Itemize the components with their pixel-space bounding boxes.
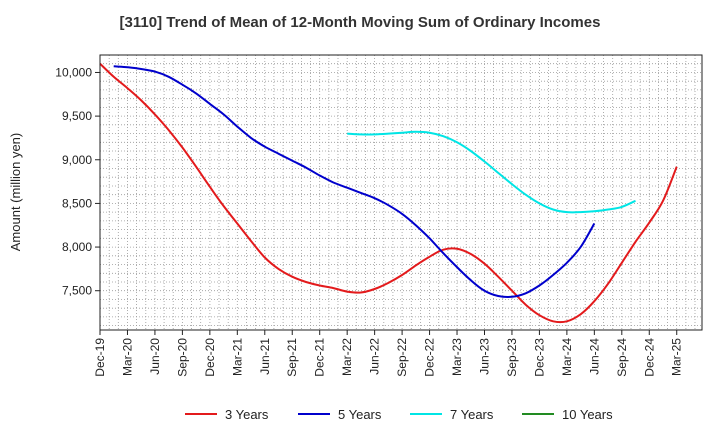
plot-frame: [99, 54, 703, 331]
x-tick-label: Jun-23: [477, 338, 491, 375]
x-tick-label: Dec-21: [313, 338, 327, 377]
x-tick-label: Mar-25: [670, 338, 684, 376]
x-tick-label: Jun-22: [368, 338, 382, 375]
legend-label: 10 Years: [562, 407, 613, 422]
x-tick-label: Dec-20: [203, 338, 217, 377]
x-tick-label: Sep-23: [505, 338, 519, 377]
legend-label: 7 Years: [450, 407, 494, 422]
y-axis-ticks: 7,500 8,000 8,500 9,000 9,500 10,000: [55, 65, 100, 298]
x-tick-label: Jun-20: [148, 338, 162, 375]
series-line-5-years: [113, 65, 596, 299]
x-tick-label: Jun-24: [587, 338, 601, 375]
x-tick-label: Dec-22: [423, 338, 437, 377]
plot-area: [100, 55, 702, 330]
x-tick-label: Sep-20: [175, 338, 189, 377]
x-tick-label: Sep-21: [285, 338, 299, 377]
x-tick-label: Mar-22: [340, 338, 354, 376]
legend-label: 3 Years: [225, 407, 269, 422]
x-tick-label: Mar-20: [120, 338, 134, 376]
x-tick-label: Mar-23: [450, 338, 464, 376]
y-tick-label: 7,500: [62, 284, 92, 298]
y-tick-label: 9,500: [62, 109, 92, 123]
series-line-3-years: [99, 62, 678, 324]
x-tick-label: Sep-24: [615, 338, 629, 377]
series-line-7-years: [347, 130, 636, 214]
x-tick-label: Sep-22: [395, 338, 409, 377]
x-tick-label: Dec-24: [642, 338, 656, 377]
y-tick-label: 10,000: [55, 65, 92, 79]
x-tick-label: Mar-24: [560, 338, 574, 376]
y-axis-title: Amount (million yen): [8, 133, 23, 252]
grid-lines: [100, 55, 702, 330]
y-tick-label: 8,000: [62, 240, 92, 254]
legend-label: 5 Years: [338, 407, 382, 422]
y-tick-label: 9,000: [62, 153, 92, 167]
y-tick-label: 8,500: [62, 196, 92, 210]
legend: 3 Years 5 Years 7 Years 10 Years: [185, 407, 613, 422]
series-lines: [99, 62, 678, 324]
x-tick-label: Jun-21: [258, 338, 272, 375]
chart-title: [3110] Trend of Mean of 12-Month Moving …: [119, 14, 601, 31]
x-tick-label: Dec-23: [532, 338, 546, 377]
x-tick-label: Mar-21: [230, 338, 244, 376]
x-tick-label: Dec-19: [93, 338, 107, 377]
x-axis-ticks: Dec-19 Mar-20 Jun-20 Sep-20 Dec-20 Mar-21 Jun-…: [93, 330, 684, 377]
